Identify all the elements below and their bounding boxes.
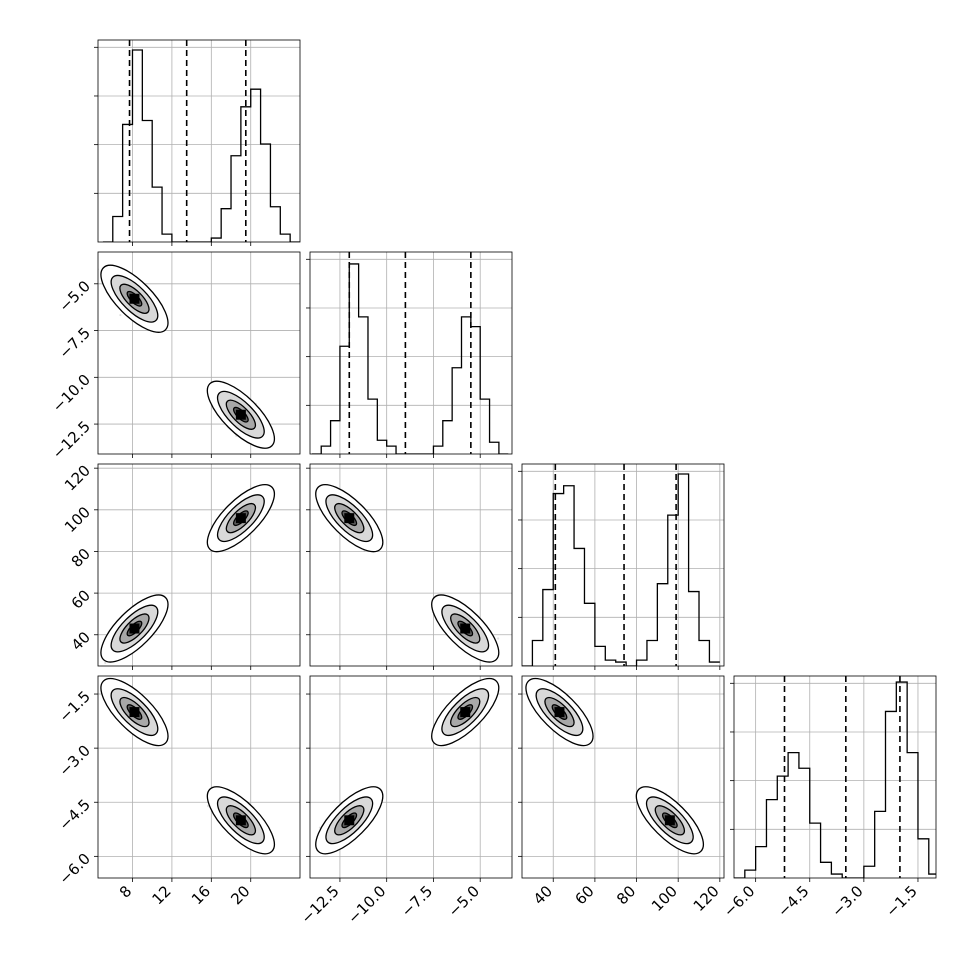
y-tick-label: 120 xyxy=(61,461,94,494)
panel-frame xyxy=(521,463,725,667)
histogram-step xyxy=(102,49,300,242)
x-tick-label: 12 xyxy=(149,882,175,908)
gridlines xyxy=(522,464,724,666)
panel-frame xyxy=(97,675,301,879)
y-tick-label: 80 xyxy=(68,545,94,571)
sample-points xyxy=(98,264,275,449)
x-tick-label: 16 xyxy=(188,882,214,908)
gridlines xyxy=(310,676,512,878)
histogram-panel xyxy=(94,39,301,246)
scatter-panel xyxy=(94,675,301,882)
panel-frame xyxy=(97,463,301,667)
y-tick-label: −4.5 xyxy=(56,796,94,834)
sample-points xyxy=(100,484,275,664)
scatter-panel xyxy=(94,463,301,670)
x-tick-label: 20 xyxy=(227,882,253,908)
panel-frame xyxy=(309,463,513,667)
density-peak xyxy=(460,707,471,718)
y-tick-label: −10.0 xyxy=(49,371,94,416)
sample-points xyxy=(315,677,500,855)
gridlines xyxy=(98,40,300,242)
density-peak xyxy=(235,409,246,420)
y-tick-label: 40 xyxy=(68,628,94,654)
y-tick-label: −7.5 xyxy=(56,324,94,362)
histogram-step xyxy=(522,473,720,666)
scatter-panel xyxy=(306,675,513,882)
y-tick-label: −5.0 xyxy=(56,277,94,315)
histogram-panel xyxy=(306,251,513,458)
panel-frame xyxy=(97,251,301,455)
sample-points xyxy=(315,484,500,663)
scatter-panel xyxy=(94,251,301,458)
x-tick-label: 8 xyxy=(116,882,135,901)
sample-points xyxy=(100,677,275,855)
sample-point xyxy=(497,637,500,640)
y-tick-label: 100 xyxy=(61,503,94,536)
sample-point xyxy=(119,313,122,317)
sample-point xyxy=(104,661,107,664)
y-tick-label: 60 xyxy=(68,586,94,612)
panel-frame xyxy=(97,39,301,243)
density-peak xyxy=(235,815,246,826)
panel-frame xyxy=(309,251,513,455)
histogram-step xyxy=(311,263,509,454)
density-peak xyxy=(129,707,140,718)
density-peak xyxy=(129,623,140,634)
scatter-panel xyxy=(306,463,513,670)
y-tick-label: −12.5 xyxy=(49,417,94,462)
y-tick-label: −3.0 xyxy=(56,741,94,779)
density-peak xyxy=(235,513,246,524)
gridlines xyxy=(98,464,300,666)
density-peak xyxy=(460,623,471,634)
gridlines xyxy=(98,252,300,454)
y-tick-label: −1.5 xyxy=(56,687,94,725)
histogram-panel xyxy=(518,463,725,670)
y-tick-label: −6.0 xyxy=(56,850,94,888)
density-peak xyxy=(344,513,355,524)
density-peak xyxy=(129,293,140,304)
sample-point xyxy=(206,804,210,808)
